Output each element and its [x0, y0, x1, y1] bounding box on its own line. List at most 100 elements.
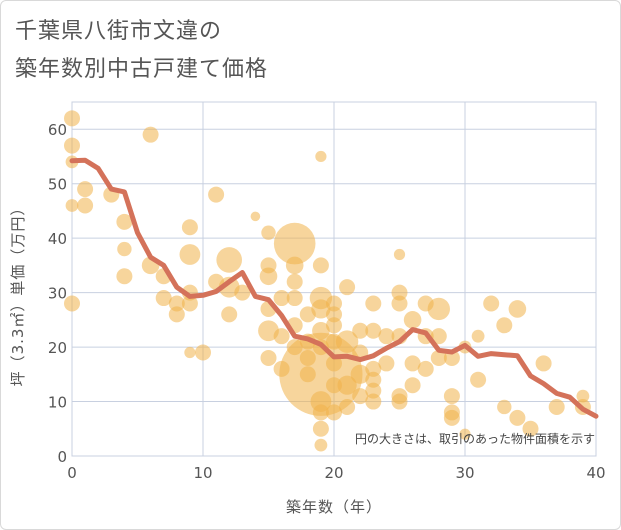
data-bubble [391, 393, 408, 410]
data-bubble [65, 199, 79, 212]
chart-title-line1: 千葉県八街市文違の [15, 19, 223, 44]
data-bubble [576, 389, 590, 403]
data-bubble [116, 268, 133, 285]
data-bubble [326, 355, 342, 372]
data-bubble [326, 404, 342, 421]
data-bubble [195, 344, 211, 361]
data-bubble [335, 330, 359, 353]
data-bubble [365, 295, 382, 312]
data-bubble [496, 317, 513, 334]
data-bubble [443, 388, 460, 405]
y-tick-label: 0 [57, 448, 67, 466]
data-bubble [417, 360, 434, 377]
data-bubble [509, 409, 526, 426]
data-bubble [365, 322, 382, 339]
data-bubble [286, 290, 303, 307]
data-bubble [459, 428, 471, 440]
data-bubble [117, 241, 132, 257]
data-bubble [312, 420, 329, 437]
bubble-layer [64, 110, 591, 452]
data-bubble [378, 328, 395, 345]
data-bubble [497, 399, 512, 415]
data-bubble [234, 284, 251, 301]
data-bubble [365, 393, 382, 410]
data-bubble [339, 398, 356, 415]
data-bubble [64, 110, 80, 127]
data-bubble [181, 295, 198, 312]
data-bubble [142, 126, 159, 143]
data-bubble [470, 371, 487, 388]
data-bubble [430, 328, 447, 345]
data-bubble [393, 248, 406, 261]
y-axis-label: 坪（3.3㎡）単価（万円） [9, 200, 27, 387]
data-bubble [391, 295, 408, 312]
data-bubble [208, 186, 225, 203]
data-bubble [273, 222, 316, 265]
data-bubble [339, 279, 356, 296]
data-bubble [404, 377, 421, 394]
data-bubble [326, 377, 342, 394]
chart-title: 千葉県八街市文違の 築年数別中古戸建て価格 [15, 13, 268, 89]
y-tick-label: 40 [48, 230, 67, 248]
trend-line [69, 157, 599, 419]
data-bubble [259, 267, 278, 286]
x-tick-label: 40 [586, 464, 605, 482]
data-bubble [483, 295, 500, 312]
data-bubble [179, 244, 201, 265]
data-bubble [77, 181, 94, 198]
data-bubble [430, 349, 447, 366]
y-tick-label: 30 [48, 285, 67, 303]
data-bubble [311, 299, 331, 319]
data-bubble [508, 300, 527, 318]
data-bubble [64, 137, 80, 154]
data-bubble [273, 328, 290, 345]
x-tick-label: 10 [193, 464, 212, 482]
data-bubble [548, 398, 565, 415]
chart-title-line2: 築年数別中古戸建て価格 [15, 57, 269, 82]
data-bubble [279, 332, 363, 416]
data-bubble [286, 273, 303, 290]
data-bubble [522, 420, 539, 437]
y-tick-label: 50 [48, 176, 67, 194]
data-bubble [315, 150, 327, 163]
data-bubble [273, 290, 290, 307]
data-bubble [378, 355, 395, 372]
data-bubble [352, 388, 369, 405]
data-bubble [260, 349, 277, 366]
data-bubble [285, 256, 304, 275]
x-tick-label: 30 [455, 464, 474, 482]
data-bubble [337, 375, 357, 395]
size-note: 円の大きさは、取引のあった物件面積を示す [355, 431, 595, 446]
data-bubble [250, 211, 261, 222]
data-bubble [77, 197, 94, 214]
data-bubble [261, 225, 276, 240]
y-tick-label: 20 [48, 339, 67, 357]
data-bubble [216, 247, 242, 273]
data-bubble [314, 438, 328, 452]
data-bubble [404, 355, 421, 372]
data-bubble [312, 321, 330, 340]
data-bubble [326, 317, 342, 334]
data-bubble [155, 290, 172, 307]
data-bubble [403, 311, 422, 329]
data-bubble [184, 346, 196, 359]
data-bubble [221, 306, 238, 323]
data-bubble [116, 213, 133, 230]
data-bubble [64, 295, 80, 312]
y-tick-label: 10 [48, 394, 67, 412]
x-tick-label: 20 [324, 464, 343, 482]
tick-labels: 0 10 20 30 40 0 10 20 30 40 50 60 [48, 121, 606, 482]
data-bubble [181, 219, 198, 236]
x-axis-label: 築年数（年） [286, 498, 382, 516]
data-bubble [350, 364, 370, 384]
data-bubble [312, 257, 329, 274]
data-bubble [352, 322, 369, 339]
data-bubble [471, 329, 485, 343]
x-tick-label: 0 [67, 464, 77, 482]
data-bubble [427, 297, 450, 321]
data-bubble [312, 404, 329, 421]
y-tick-label: 60 [48, 121, 67, 139]
data-bubble [168, 306, 185, 323]
